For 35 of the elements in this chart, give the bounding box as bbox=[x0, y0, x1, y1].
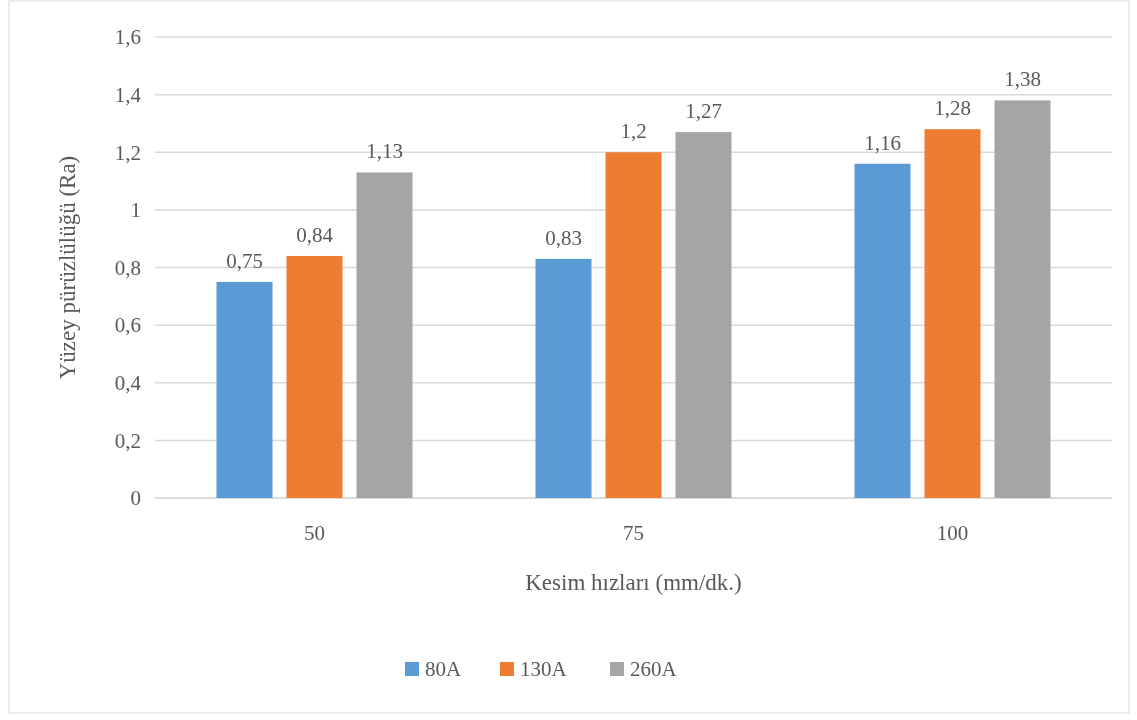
x-tick-label: 100 bbox=[936, 521, 969, 545]
bar bbox=[286, 255, 343, 498]
data-label: 1,38 bbox=[1004, 67, 1041, 92]
y-tick-label: 0,6 bbox=[114, 313, 141, 338]
bar bbox=[605, 152, 662, 498]
data-label: 1,16 bbox=[864, 130, 901, 155]
legend-label: 260A bbox=[630, 657, 678, 681]
y-tick-label: 1,6 bbox=[114, 25, 141, 50]
data-label: 1,27 bbox=[685, 99, 722, 124]
y-tick-label: 0,4 bbox=[114, 371, 142, 396]
data-label: 1,2 bbox=[620, 119, 647, 144]
y-tick-label: 0,2 bbox=[114, 428, 141, 453]
data-label: 1,28 bbox=[934, 96, 971, 121]
x-axis-title: Kesim hızları (mm/dk.) bbox=[525, 570, 742, 595]
x-tick-label: 75 bbox=[623, 521, 644, 545]
bar bbox=[924, 129, 981, 498]
legend-label: 80A bbox=[425, 657, 462, 681]
y-tick-label: 0 bbox=[130, 486, 141, 511]
y-tick-label: 0,8 bbox=[114, 255, 141, 280]
bar bbox=[675, 132, 732, 498]
bar bbox=[994, 100, 1051, 498]
y-tick-label: 1,2 bbox=[114, 140, 141, 165]
data-label: 1,13 bbox=[366, 139, 403, 164]
y-tick-label: 1 bbox=[130, 198, 141, 223]
data-label: 0,83 bbox=[545, 225, 582, 250]
bar bbox=[535, 258, 592, 498]
y-tick-label: 1,4 bbox=[114, 82, 142, 107]
data-label: 0,75 bbox=[226, 248, 263, 273]
x-tick-label: 50 bbox=[304, 521, 325, 545]
y-axis-title: Yüzey pürüzlülüğü (Ra) bbox=[55, 155, 80, 380]
bar bbox=[854, 163, 911, 498]
bar bbox=[216, 281, 273, 498]
legend-label: 130A bbox=[520, 657, 568, 681]
data-label: 0,84 bbox=[296, 222, 334, 247]
bar bbox=[356, 172, 413, 498]
